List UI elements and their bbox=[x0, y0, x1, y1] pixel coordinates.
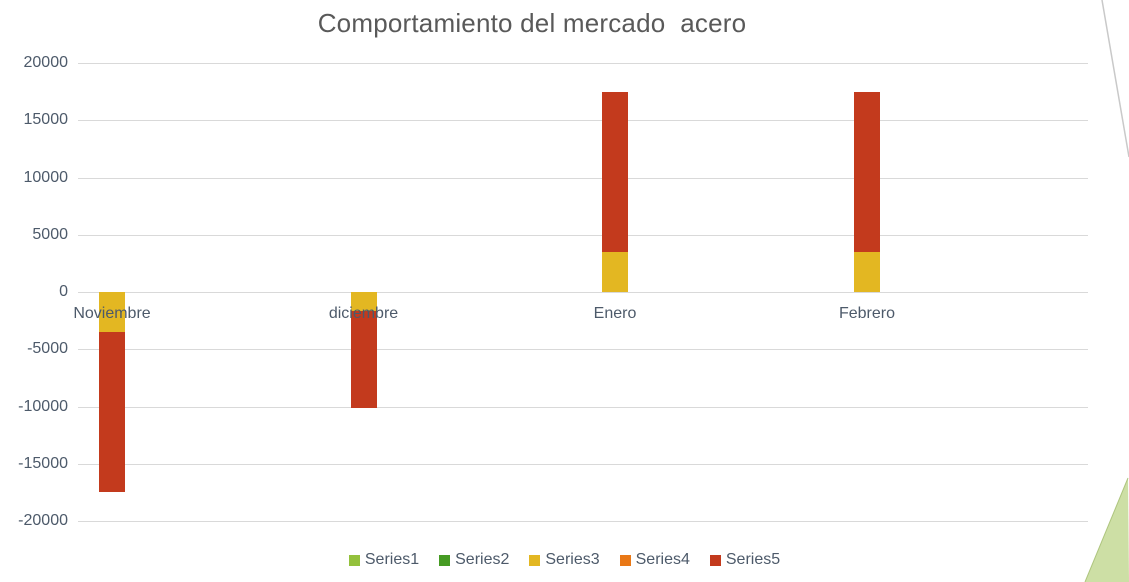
legend-item-series3: Series3 bbox=[529, 551, 600, 569]
gridline bbox=[78, 349, 1088, 351]
bar-segment-diciembre-series5 bbox=[350, 311, 377, 408]
legend-swatch-series1 bbox=[348, 554, 360, 566]
bar-segment-diciembre-series3 bbox=[350, 292, 377, 312]
legend-label-series4: Series4 bbox=[635, 551, 690, 568]
category-label-noviembre: Noviembre bbox=[73, 305, 151, 322]
legend-swatch-series2 bbox=[439, 554, 451, 566]
category-label-enero: Enero bbox=[593, 305, 637, 322]
category-label-febrero: Febrero bbox=[838, 305, 896, 322]
legend-swatch-series5 bbox=[709, 554, 721, 566]
legend-label-series5: Series5 bbox=[725, 551, 781, 568]
y-axis-tick-label: -5000 bbox=[27, 340, 68, 358]
gridline bbox=[78, 234, 1088, 236]
chart-legend: Series1 Series2 Series3 Series4 Series5 bbox=[0, 551, 1129, 569]
legend-swatch-series4 bbox=[619, 554, 631, 566]
gridline bbox=[78, 406, 1088, 408]
bar-segment-febrero-series3 bbox=[854, 251, 880, 292]
legend-item-series1: Series1 bbox=[348, 551, 420, 569]
legend-label-series1: Series1 bbox=[364, 551, 420, 568]
y-axis-tick-label: 0 bbox=[59, 283, 68, 300]
y-axis-tick-label: 5000 bbox=[32, 225, 68, 243]
y-axis-tick-label: 20000 bbox=[23, 54, 69, 71]
y-axis-tick-label: 15000 bbox=[23, 111, 69, 129]
bar-segment-enero-series3 bbox=[602, 251, 628, 292]
y-axis-tick-label: 10000 bbox=[23, 168, 69, 186]
gridline bbox=[78, 120, 1088, 122]
chart-title: Comportamiento del mercado acero bbox=[317, 8, 747, 38]
gridline bbox=[78, 521, 1088, 522]
y-axis-tick-label: -10000 bbox=[18, 397, 68, 415]
legend-item-series2: Series2 bbox=[439, 551, 509, 569]
y-axis-tick-label: -20000 bbox=[18, 512, 68, 529]
legend-label-series2: Series2 bbox=[455, 551, 510, 568]
gridline bbox=[78, 177, 1088, 179]
legend-label-series3: Series3 bbox=[545, 551, 600, 568]
legend-item-series4: Series4 bbox=[619, 551, 690, 569]
bar-segment-noviembre-series3 bbox=[99, 292, 125, 333]
category-label-diciembre: diciembre bbox=[328, 305, 399, 322]
gridline bbox=[78, 63, 1088, 64]
bar-segment-enero-series5 bbox=[602, 91, 628, 252]
legend-item-series5: Series5 bbox=[709, 551, 781, 569]
y-axis-tick-label: -15000 bbox=[18, 454, 68, 472]
bar-segment-febrero-series5 bbox=[854, 91, 880, 252]
gridline bbox=[78, 463, 1088, 465]
legend-swatch-series3 bbox=[529, 554, 541, 566]
bar-segment-noviembre-series5 bbox=[99, 332, 125, 493]
gridline bbox=[78, 292, 1088, 293]
